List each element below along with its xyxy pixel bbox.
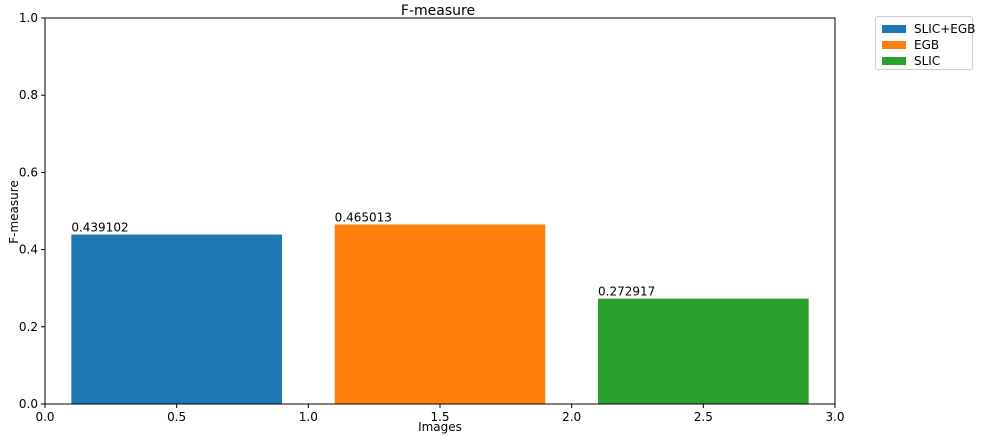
x-tick-label: 0.0 xyxy=(35,410,54,424)
x-tick-label: 0.5 xyxy=(167,410,186,424)
x-tick-label: 1.5 xyxy=(430,410,449,424)
legend-item-slic: SLIC xyxy=(882,53,940,69)
y-tick-label: 1.0 xyxy=(19,11,38,25)
bar-value-label: 0.465013 xyxy=(335,211,392,225)
bar-value-label: 0.272917 xyxy=(598,285,655,299)
y-axis-label: F-measure xyxy=(7,180,21,244)
x-axis-label: Images xyxy=(418,420,462,434)
legend-label: SLIC xyxy=(914,54,941,68)
legend-label: SLIC+EGB xyxy=(914,22,976,36)
chart-title: F-measure xyxy=(401,3,475,19)
y-tick-label: 0.8 xyxy=(19,88,38,102)
bar-1 xyxy=(334,224,546,404)
y-tick-label: 0.6 xyxy=(19,165,38,179)
plot-frame xyxy=(44,17,836,405)
legend-item-egb: EGB xyxy=(882,37,939,53)
y-tick-label: 0.2 xyxy=(19,320,38,334)
bar-2 xyxy=(598,298,809,404)
x-tick-label: 1.0 xyxy=(299,410,318,424)
y-tick-label: 0.0 xyxy=(19,397,38,411)
legend-swatch xyxy=(882,41,906,49)
bar-value-label: 0.439102 xyxy=(71,221,128,235)
x-tick-label: 3.0 xyxy=(825,410,844,424)
legend: SLIC+EGB EGB SLIC xyxy=(875,16,975,70)
legend-item-slic-egb: SLIC+EGB xyxy=(882,21,975,37)
x-tick-label: 2.0 xyxy=(562,410,581,424)
legend-swatch xyxy=(882,57,906,65)
legend-label: EGB xyxy=(914,38,940,52)
legend-swatch xyxy=(882,25,906,33)
y-tick-label: 0.4 xyxy=(19,243,38,257)
bar-0 xyxy=(71,234,282,404)
x-tick-label: 2.5 xyxy=(694,410,713,424)
